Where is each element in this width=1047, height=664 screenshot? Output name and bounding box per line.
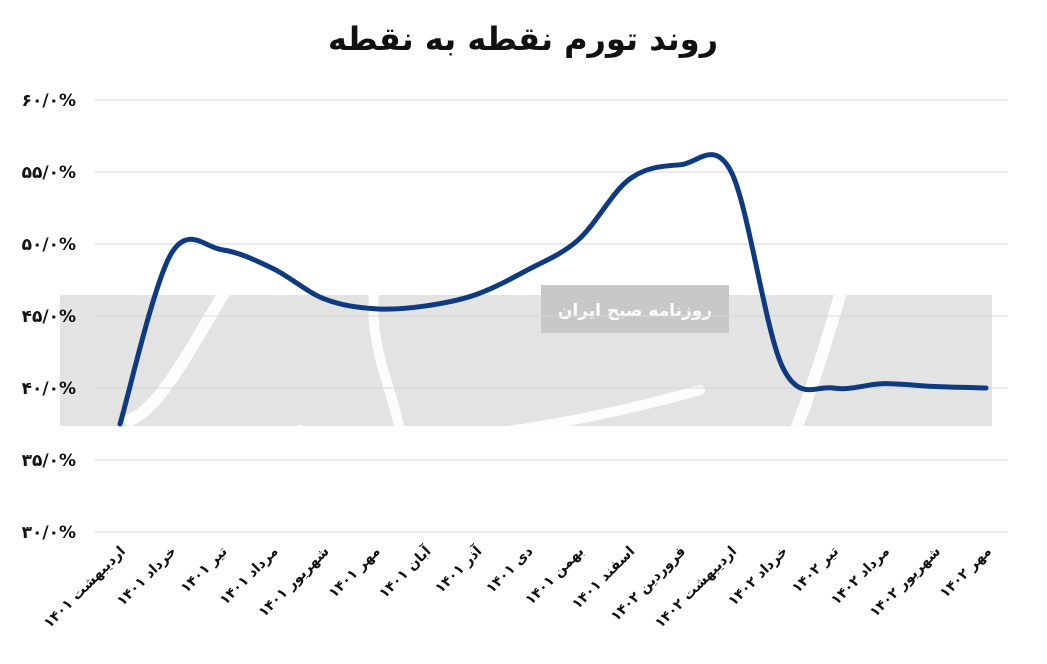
y-tick-label: ۵۵/۰%	[22, 163, 76, 183]
data-point	[527, 269, 529, 271]
data-point	[832, 387, 834, 389]
data-point	[221, 249, 223, 251]
data-point	[934, 386, 936, 388]
x-tick-label: تیر ۱۴۰۱	[178, 544, 231, 597]
data-point	[476, 293, 478, 295]
watermark-label: روزنامه صبح ایران	[558, 301, 712, 321]
y-axis-ticks: ۳۰/۰% ۳۵/۰% ۴۰/۰% ۴۵/۰% ۵۰/۰% ۵۵/۰% ۶۰/۰%	[22, 91, 76, 543]
x-tick-label: آذر ۱۴۰۱	[431, 541, 486, 596]
x-tick-label: آبان ۱۴۰۱	[375, 541, 435, 601]
data-point	[272, 267, 274, 269]
data-point	[577, 239, 579, 241]
x-tick-label: مهر ۱۴۰۱	[326, 544, 384, 602]
x-tick-label: مهر ۱۴۰۲	[937, 544, 995, 602]
x-tick-label: تیر ۱۴۰۲	[789, 544, 842, 597]
data-point	[781, 365, 783, 367]
data-point	[170, 253, 172, 255]
watermark-band	[60, 295, 992, 426]
series-layer	[117, 152, 989, 427]
data-point	[425, 305, 427, 307]
y-tick-label: ۳۵/۰%	[22, 451, 76, 471]
x-tick-label: دی ۱۴۰۱	[483, 544, 536, 597]
series-line	[117, 152, 989, 427]
y-tick-label: ۶۰/۰%	[22, 91, 76, 111]
y-tick-label: ۳۰/۰%	[22, 523, 76, 543]
y-tick-label: ۴۵/۰%	[22, 307, 76, 327]
data-point	[883, 383, 885, 385]
data-point	[323, 298, 325, 300]
watermark-label-box	[541, 285, 729, 333]
y-tick-label: ۴۰/۰%	[22, 379, 76, 399]
data-point	[679, 164, 681, 166]
data-point	[374, 308, 376, 310]
data-point	[119, 423, 121, 425]
grid-layer	[95, 99, 1008, 533]
chart-title: روند تورم نقطه به نقطه	[328, 20, 718, 58]
y-tick-label: ۵۰/۰%	[22, 235, 76, 255]
data-point	[985, 387, 987, 389]
data-point	[628, 178, 630, 180]
data-point	[730, 171, 732, 173]
x-tick-label: اردیبهشت ۱۴۰۱	[41, 544, 129, 632]
